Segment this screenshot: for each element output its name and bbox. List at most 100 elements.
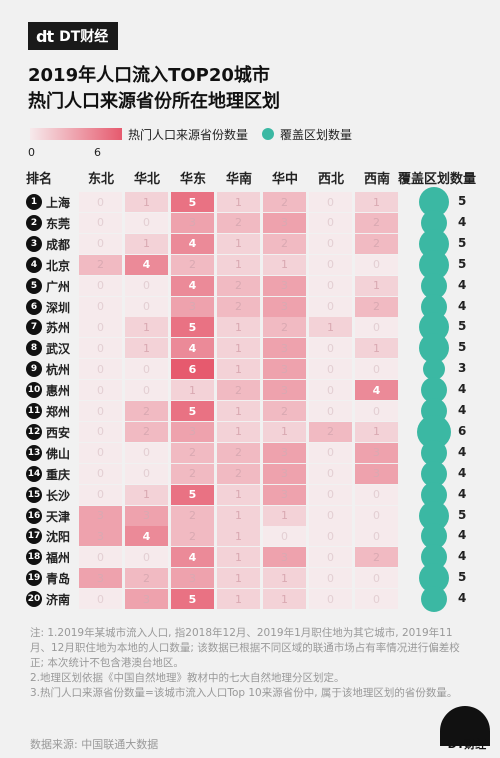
heat-cell: 1 bbox=[217, 547, 260, 568]
rank-badge: 10 bbox=[26, 382, 42, 399]
city-label: 东莞 bbox=[46, 216, 71, 231]
heat-cell: 2 bbox=[355, 233, 398, 254]
heat-legend-label: 热门人口来源省份数量 bbox=[128, 128, 249, 142]
table-row: 5 广州 0 0 4 2 3 0 1 4 bbox=[0, 272, 500, 299]
table-row: 10 惠州 0 0 1 2 3 0 4 4 bbox=[0, 377, 500, 404]
city-label: 广州 bbox=[46, 279, 71, 294]
heat-cell: 0 bbox=[309, 359, 352, 380]
coverage-value: 4 bbox=[458, 382, 467, 397]
coverage-legend-label: 覆盖区划数量 bbox=[280, 128, 353, 142]
heat-cell: 1 bbox=[217, 589, 260, 610]
city-label: 济南 bbox=[46, 593, 71, 608]
region-header: 华中 bbox=[271, 172, 298, 187]
city-label: 惠州 bbox=[46, 384, 71, 399]
region-header: 华北 bbox=[133, 172, 160, 187]
heat-cell: 0 bbox=[309, 192, 352, 212]
logo-mark-icon: dt bbox=[36, 26, 54, 46]
rank-badge: 9 bbox=[26, 361, 42, 378]
heat-cell: 2 bbox=[355, 296, 398, 317]
city-label: 福州 bbox=[46, 551, 71, 566]
table-row: 12 西安 0 2 3 1 1 2 1 6 bbox=[0, 414, 500, 449]
rank-badge: 16 bbox=[26, 507, 42, 524]
heat-cell: 0 bbox=[309, 212, 352, 233]
heat-cell: 1 bbox=[125, 484, 168, 505]
heat-cell: 0 bbox=[125, 275, 168, 296]
heat-cell: 1 bbox=[217, 254, 260, 275]
heat-cell: 0 bbox=[79, 484, 122, 505]
heat-cell: 0 bbox=[355, 526, 398, 547]
rank-badge: 5 bbox=[26, 277, 42, 294]
region-header: 华东 bbox=[179, 172, 206, 187]
heat-cell: 2 bbox=[125, 568, 168, 589]
rank-badge: 12 bbox=[26, 423, 42, 440]
notes: 注: 1.2019年某城市流入人口, 指2018年12月、2019年1月职住地为… bbox=[30, 626, 470, 701]
heat-cell: 2 bbox=[217, 442, 260, 463]
rank-badge: 14 bbox=[26, 465, 42, 482]
heat-cell: 0 bbox=[79, 463, 122, 484]
heat-cell: 0 bbox=[309, 484, 352, 505]
coverage-value: 5 bbox=[458, 194, 467, 208]
coverage-value: 5 bbox=[458, 570, 467, 585]
coverage-value: 4 bbox=[458, 444, 467, 459]
heat-cell: 5 bbox=[171, 317, 214, 338]
table-row: 17 沈阳 3 4 2 1 0 0 0 4 bbox=[0, 523, 500, 550]
heat-cell: 0 bbox=[125, 359, 168, 380]
coverage-header: 覆盖区划数量 bbox=[398, 172, 477, 187]
heat-cell: 5 bbox=[171, 401, 214, 421]
city-label: 西安 bbox=[46, 425, 71, 440]
heat-cell: 4 bbox=[171, 233, 214, 254]
heat-cell: 0 bbox=[309, 380, 352, 401]
rank-badge: 17 bbox=[26, 528, 42, 545]
heat-cell: 0 bbox=[79, 359, 122, 380]
heat-cell: 4 bbox=[355, 380, 398, 401]
heat-cell: 3 bbox=[263, 484, 306, 505]
city-label: 北京 bbox=[46, 258, 71, 273]
heat-cell: 0 bbox=[309, 526, 352, 547]
heat-cell: 0 bbox=[355, 317, 398, 338]
chart-title: 2019年人口流入TOP20城市 热门人口来源省份所在地理区划 bbox=[28, 63, 280, 115]
city-label: 长沙 bbox=[46, 488, 71, 503]
heat-cell: 0 bbox=[263, 526, 306, 547]
heat-cell: 2 bbox=[263, 401, 306, 421]
heat-cell: 0 bbox=[125, 463, 168, 484]
heat-cell: 0 bbox=[79, 275, 122, 296]
heat-cell: 2 bbox=[217, 275, 260, 296]
heat-cell: 0 bbox=[79, 192, 122, 212]
heat-cell: 0 bbox=[309, 568, 352, 589]
table-row: 11 郑州 0 2 5 1 2 0 0 4 bbox=[0, 398, 500, 424]
rank-header: 排名 bbox=[26, 172, 53, 187]
city-label: 苏州 bbox=[46, 321, 71, 336]
heat-cell: 1 bbox=[355, 421, 398, 442]
heat-cell: 1 bbox=[263, 505, 306, 526]
logo-text: DT财经 bbox=[59, 29, 109, 45]
coverage-value: 6 bbox=[458, 423, 467, 438]
legend: 热门人口来源省份数量 覆盖区划数量 0 6 bbox=[28, 124, 488, 164]
heat-cell: 3 bbox=[125, 505, 168, 526]
heat-cell: 0 bbox=[79, 338, 122, 359]
heat-cell: 2 bbox=[171, 505, 214, 526]
rank-badge: 18 bbox=[26, 549, 42, 566]
heat-cell: 1 bbox=[263, 421, 306, 442]
heat-cell: 0 bbox=[309, 233, 352, 254]
table-row: 18 福州 0 0 4 1 3 0 2 4 bbox=[0, 544, 500, 571]
brand-shape-icon bbox=[440, 706, 490, 746]
heat-cell: 1 bbox=[125, 338, 168, 359]
city-label: 成都 bbox=[46, 237, 71, 252]
heat-cell: 1 bbox=[355, 338, 398, 359]
coverage-value: 4 bbox=[458, 486, 467, 501]
table-row: 7 苏州 0 1 5 1 2 1 0 5 bbox=[0, 312, 500, 343]
heat-cell: 2 bbox=[217, 463, 260, 484]
heat-cell: 1 bbox=[217, 568, 260, 589]
rank-badge: 1 bbox=[26, 194, 42, 210]
heat-cell: 0 bbox=[79, 296, 122, 317]
heat-cell: 4 bbox=[125, 254, 168, 275]
note-3: 3.热门人口来源省份数量=该城市流入人口Top 10来源省份中, 属于该地理区划… bbox=[30, 687, 458, 699]
heat-cell: 2 bbox=[355, 212, 398, 233]
heat-cell: 0 bbox=[309, 401, 352, 421]
city-label: 青岛 bbox=[46, 572, 71, 587]
heat-cell: 0 bbox=[79, 442, 122, 463]
city-label: 武汉 bbox=[46, 342, 71, 357]
heat-cell: 0 bbox=[355, 589, 398, 610]
heat-cell: 6 bbox=[171, 359, 214, 380]
heat-cell: 1 bbox=[217, 359, 260, 380]
